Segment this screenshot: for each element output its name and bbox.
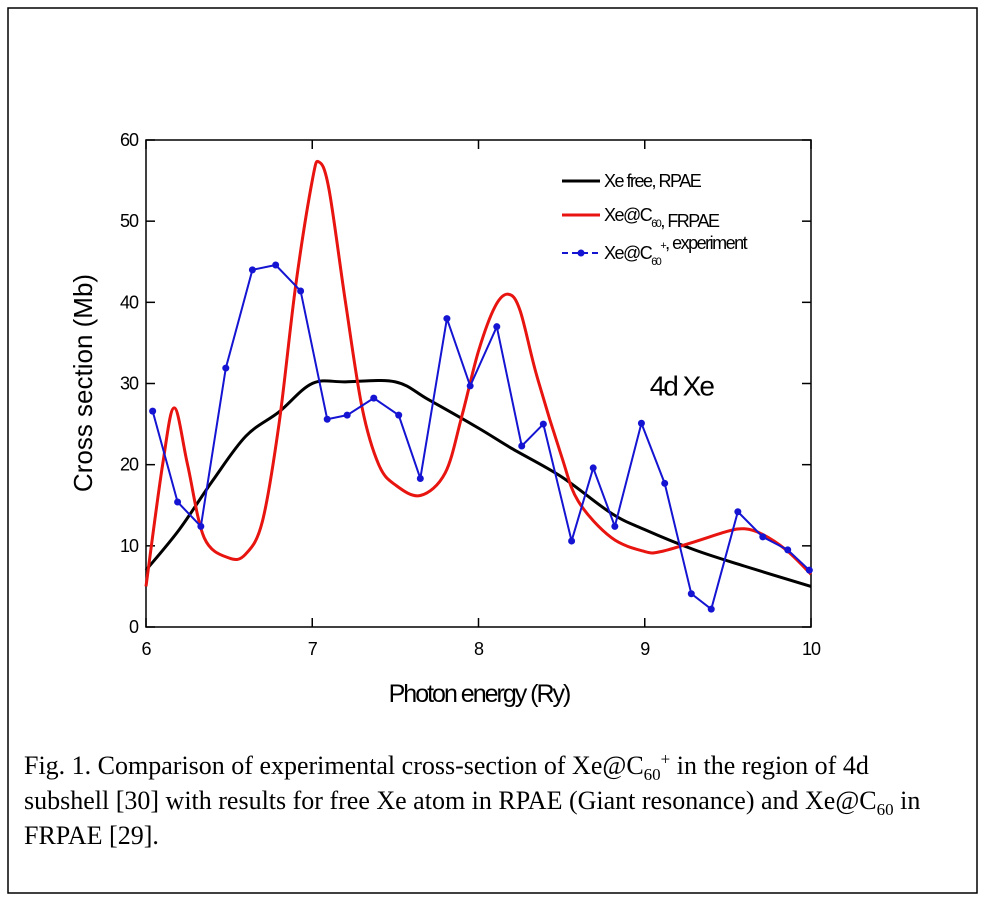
data-point <box>466 382 474 390</box>
data-point <box>784 546 792 554</box>
data-point <box>416 474 424 482</box>
subscript: 60 <box>876 800 894 820</box>
y-tick-label: 30 <box>120 374 139 394</box>
x-axis-label: Photon energy (Ry) <box>389 680 570 708</box>
data-point <box>611 522 619 530</box>
data-point <box>568 537 576 545</box>
text-run: Xe@C <box>604 243 653 263</box>
data-point <box>197 522 205 530</box>
data-point <box>297 287 305 295</box>
data-point <box>759 533 767 541</box>
data-point <box>343 411 351 419</box>
x-tick-label: 8 <box>474 639 484 659</box>
data-point <box>734 508 742 516</box>
data-point <box>539 420 547 428</box>
text-run: , experiment <box>665 233 748 253</box>
series-line <box>151 263 811 611</box>
y-tick-label: 40 <box>120 292 139 312</box>
data-point <box>707 605 715 613</box>
x-tick-label: 10 <box>802 639 821 659</box>
legend-label: Xe@C60, FRPAE <box>604 205 720 231</box>
figure-border <box>7 7 978 894</box>
legend-marker <box>577 249 585 257</box>
superscript: + <box>660 749 671 769</box>
x-tick-label: 6 <box>141 639 151 659</box>
x-tick-label: 7 <box>308 639 318 659</box>
data-point <box>370 394 378 402</box>
data-point <box>661 479 669 487</box>
data-point <box>805 566 813 574</box>
text-run: 60 <box>651 256 662 268</box>
data-point <box>248 266 256 274</box>
data-point <box>493 323 501 331</box>
y-tick-label: 10 <box>120 536 139 556</box>
data-point <box>518 442 526 450</box>
data-point <box>687 590 695 598</box>
y-tick-label: 60 <box>120 130 139 150</box>
series-line <box>144 378 812 588</box>
text-run: Xe@C <box>604 205 653 225</box>
legend-label: Xe@C60 +, experiment <box>604 233 748 268</box>
subscript: 60 <box>643 765 661 785</box>
data-point <box>589 464 597 472</box>
y-tick-label: 0 <box>129 617 139 637</box>
data-point <box>637 419 645 427</box>
data-point <box>323 415 331 423</box>
series-line <box>144 159 813 587</box>
text-run: + <box>660 240 666 252</box>
text-run: Xe free, RPAE <box>604 171 702 191</box>
data-point <box>174 498 182 506</box>
y-tick-label: 20 <box>120 455 139 475</box>
data-point <box>272 261 280 269</box>
data-point <box>443 315 451 323</box>
legend-label: Xe free, RPAE <box>604 171 702 191</box>
text-run: 60 <box>651 218 662 230</box>
caption: Fig. 1. Comparison of experimental cross… <box>24 749 921 850</box>
x-tick-label: 9 <box>640 639 650 659</box>
data-point <box>222 364 230 372</box>
y-axis-label: Cross section (Mb) <box>68 274 98 492</box>
text-run: , FRPAE <box>660 211 720 231</box>
y-tick-label: 50 <box>120 211 139 231</box>
data-point <box>395 411 403 419</box>
data-point <box>149 407 157 415</box>
annotation: 4d Xe <box>650 371 715 402</box>
